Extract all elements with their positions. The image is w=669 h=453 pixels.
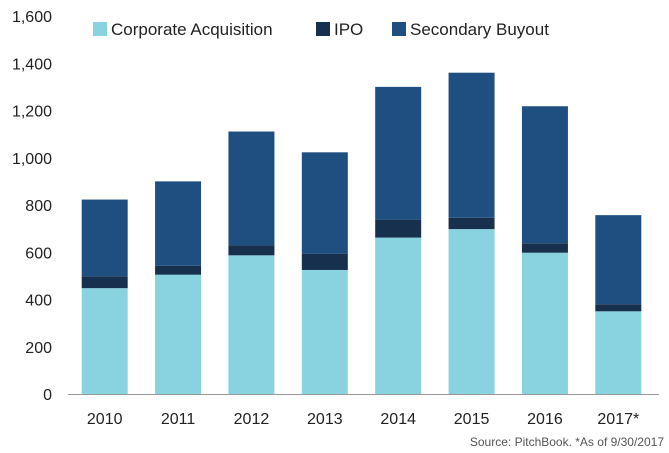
x-tick-label: 2013 — [307, 411, 343, 428]
legend-item: IPO — [316, 20, 363, 39]
x-tick-label: 2016 — [527, 411, 563, 428]
legend: Corporate Acquisition IPO Secondary Buyout — [93, 20, 549, 39]
bar-segment — [521, 106, 568, 244]
y-tick-label: 600 — [25, 245, 52, 262]
y-tick-label: 200 — [25, 340, 52, 357]
bar-segment — [448, 217, 495, 230]
y-tick-label: 1,600 — [12, 9, 52, 26]
bar-stack — [521, 106, 568, 394]
bar-segment — [375, 86, 422, 220]
bar-segment — [301, 253, 348, 270]
bar-segment — [521, 252, 568, 394]
legend-item: Corporate Acquisition — [93, 20, 273, 39]
bar-stack — [375, 86, 422, 394]
bar-segment — [155, 274, 202, 394]
y-tick-label: 1,000 — [12, 151, 52, 168]
bar-stack — [228, 131, 275, 394]
x-tick-label: 2010 — [87, 411, 123, 428]
bar-segment — [448, 229, 495, 394]
bar-segment — [228, 255, 275, 394]
y-tick-label: 800 — [25, 198, 52, 215]
x-tick-label: 2017* — [597, 411, 639, 428]
bar-segment — [81, 276, 128, 289]
legend-item: Secondary Buyout — [392, 20, 549, 39]
bar-segment — [228, 131, 275, 246]
x-tick-label: 2012 — [234, 411, 270, 428]
bar-stack — [155, 181, 202, 394]
bars — [81, 72, 642, 394]
bar-stack — [81, 199, 128, 394]
legend-swatch — [316, 22, 330, 36]
bar-segment — [448, 72, 495, 218]
legend-swatch — [93, 22, 107, 36]
legend-label: Corporate Acquisition — [111, 20, 273, 39]
x-tick-label: 2015 — [454, 411, 490, 428]
source-note: Source: PitchBook. *As of 9/30/2017 — [470, 435, 664, 449]
bar-segment — [301, 269, 348, 394]
y-axis: 0 200 400 600 800 1,000 1,200 1,400 1,600 — [12, 9, 52, 404]
bar-segment — [81, 199, 128, 277]
bar-segment — [228, 245, 275, 256]
y-tick-label: 0 — [43, 387, 52, 404]
y-tick-label: 1,400 — [12, 56, 52, 73]
legend-swatch — [392, 22, 406, 36]
bar-stack — [448, 72, 495, 394]
bar-segment — [155, 181, 202, 266]
legend-label: IPO — [334, 20, 363, 39]
bar-segment — [595, 215, 642, 305]
bar-segment — [595, 304, 642, 312]
bar-stack — [595, 215, 642, 394]
y-tick-label: 1,200 — [12, 104, 52, 121]
x-tick-label: 2011 — [161, 411, 196, 428]
bar-segment — [375, 237, 422, 394]
legend-label: Secondary Buyout — [410, 20, 549, 39]
bar-segment — [595, 311, 642, 394]
x-axis: 2010 2011 2012 2013 2014 2015 2016 2017* — [87, 411, 639, 428]
bar-segment — [375, 219, 422, 238]
x-tick-label: 2014 — [380, 411, 416, 428]
bar-segment — [521, 243, 568, 253]
bar-segment — [301, 152, 348, 254]
y-tick-label: 400 — [25, 293, 52, 310]
bar-stack — [301, 152, 348, 394]
bar-segment — [155, 265, 202, 275]
bar-segment — [81, 288, 128, 394]
